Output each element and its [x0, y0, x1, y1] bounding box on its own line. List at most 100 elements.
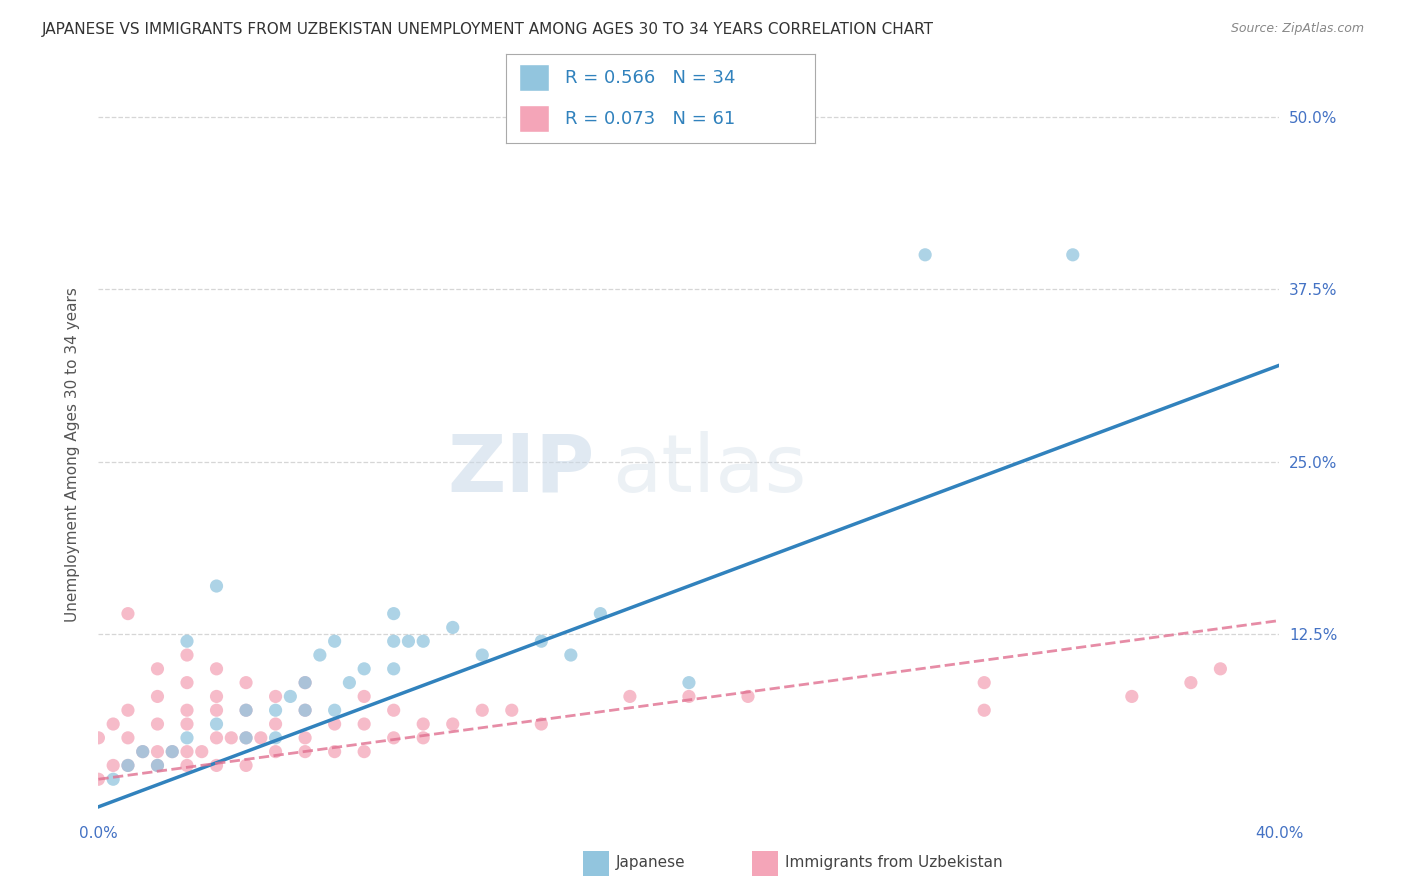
Point — [117, 607, 139, 621]
Point — [235, 675, 257, 690]
Point — [678, 690, 700, 704]
Point — [1121, 690, 1143, 704]
Point — [146, 758, 169, 772]
Point — [162, 745, 183, 759]
Point — [294, 745, 316, 759]
Point — [353, 745, 375, 759]
Y-axis label: Unemployment Among Ages 30 to 34 years: Unemployment Among Ages 30 to 34 years — [65, 287, 80, 623]
Point — [382, 662, 405, 676]
Point — [146, 690, 169, 704]
Point — [219, 731, 242, 745]
Point — [146, 745, 169, 759]
Point — [264, 703, 287, 717]
Point — [103, 758, 125, 772]
Point — [176, 745, 198, 759]
Point — [103, 772, 125, 787]
Text: atlas: atlas — [612, 431, 807, 508]
Bar — [519, 64, 550, 91]
Point — [176, 758, 198, 772]
Point — [205, 758, 228, 772]
Point — [117, 758, 139, 772]
Point — [382, 703, 405, 717]
Point — [176, 731, 198, 745]
Text: JAPANESE VS IMMIGRANTS FROM UZBEKISTAN UNEMPLOYMENT AMONG AGES 30 TO 34 YEARS CO: JAPANESE VS IMMIGRANTS FROM UZBEKISTAN U… — [42, 22, 934, 37]
Point — [264, 690, 287, 704]
Point — [1062, 248, 1084, 262]
Point — [235, 731, 257, 745]
Point — [309, 648, 332, 662]
Point — [589, 607, 612, 621]
Point — [471, 703, 494, 717]
Point — [501, 703, 523, 717]
Point — [382, 731, 405, 745]
Point — [353, 662, 375, 676]
Point — [250, 731, 273, 745]
Point — [191, 745, 214, 759]
Text: ZIP: ZIP — [447, 431, 595, 508]
Point — [412, 731, 434, 745]
Point — [412, 634, 434, 648]
Point — [146, 662, 169, 676]
Point — [1209, 662, 1232, 676]
Point — [103, 717, 125, 731]
Point — [323, 745, 346, 759]
Point — [973, 675, 995, 690]
Point — [1180, 675, 1202, 690]
Point — [117, 703, 139, 717]
Point — [205, 703, 228, 717]
Point — [382, 634, 405, 648]
Point — [560, 648, 582, 662]
Point — [530, 717, 553, 731]
Point — [264, 745, 287, 759]
Point — [205, 579, 228, 593]
Text: Source: ZipAtlas.com: Source: ZipAtlas.com — [1230, 22, 1364, 36]
Point — [176, 675, 198, 690]
Point — [737, 690, 759, 704]
Point — [323, 717, 346, 731]
Point — [396, 634, 419, 648]
Point — [323, 703, 346, 717]
Point — [278, 690, 302, 704]
Point — [264, 717, 287, 731]
Point — [235, 758, 257, 772]
Point — [205, 731, 228, 745]
Point — [973, 703, 995, 717]
Point — [205, 717, 228, 731]
Point — [678, 675, 700, 690]
Point — [619, 690, 641, 704]
Text: R = 0.566   N = 34: R = 0.566 N = 34 — [565, 69, 735, 87]
Text: Immigrants from Uzbekistan: Immigrants from Uzbekistan — [785, 855, 1002, 870]
Point — [235, 703, 257, 717]
Point — [235, 703, 257, 717]
Point — [87, 772, 110, 787]
Point — [914, 248, 936, 262]
Point — [205, 662, 228, 676]
Point — [176, 648, 198, 662]
Text: R = 0.073   N = 61: R = 0.073 N = 61 — [565, 110, 735, 128]
Point — [353, 690, 375, 704]
Point — [162, 745, 183, 759]
Point — [382, 607, 405, 621]
Point — [294, 675, 316, 690]
Point — [176, 634, 198, 648]
Point — [146, 717, 169, 731]
Point — [176, 717, 198, 731]
Point — [323, 634, 346, 648]
Point — [294, 731, 316, 745]
Point — [441, 717, 464, 731]
Point — [132, 745, 155, 759]
Point — [471, 648, 494, 662]
Point — [412, 717, 434, 731]
Point — [117, 731, 139, 745]
Point — [146, 758, 169, 772]
Point — [294, 703, 316, 717]
Point — [87, 731, 110, 745]
Point — [176, 703, 198, 717]
Point — [235, 731, 257, 745]
Point — [339, 675, 360, 690]
Text: Japanese: Japanese — [616, 855, 686, 870]
Point — [294, 703, 316, 717]
Point — [294, 675, 316, 690]
Point — [441, 620, 464, 634]
Point — [117, 758, 139, 772]
